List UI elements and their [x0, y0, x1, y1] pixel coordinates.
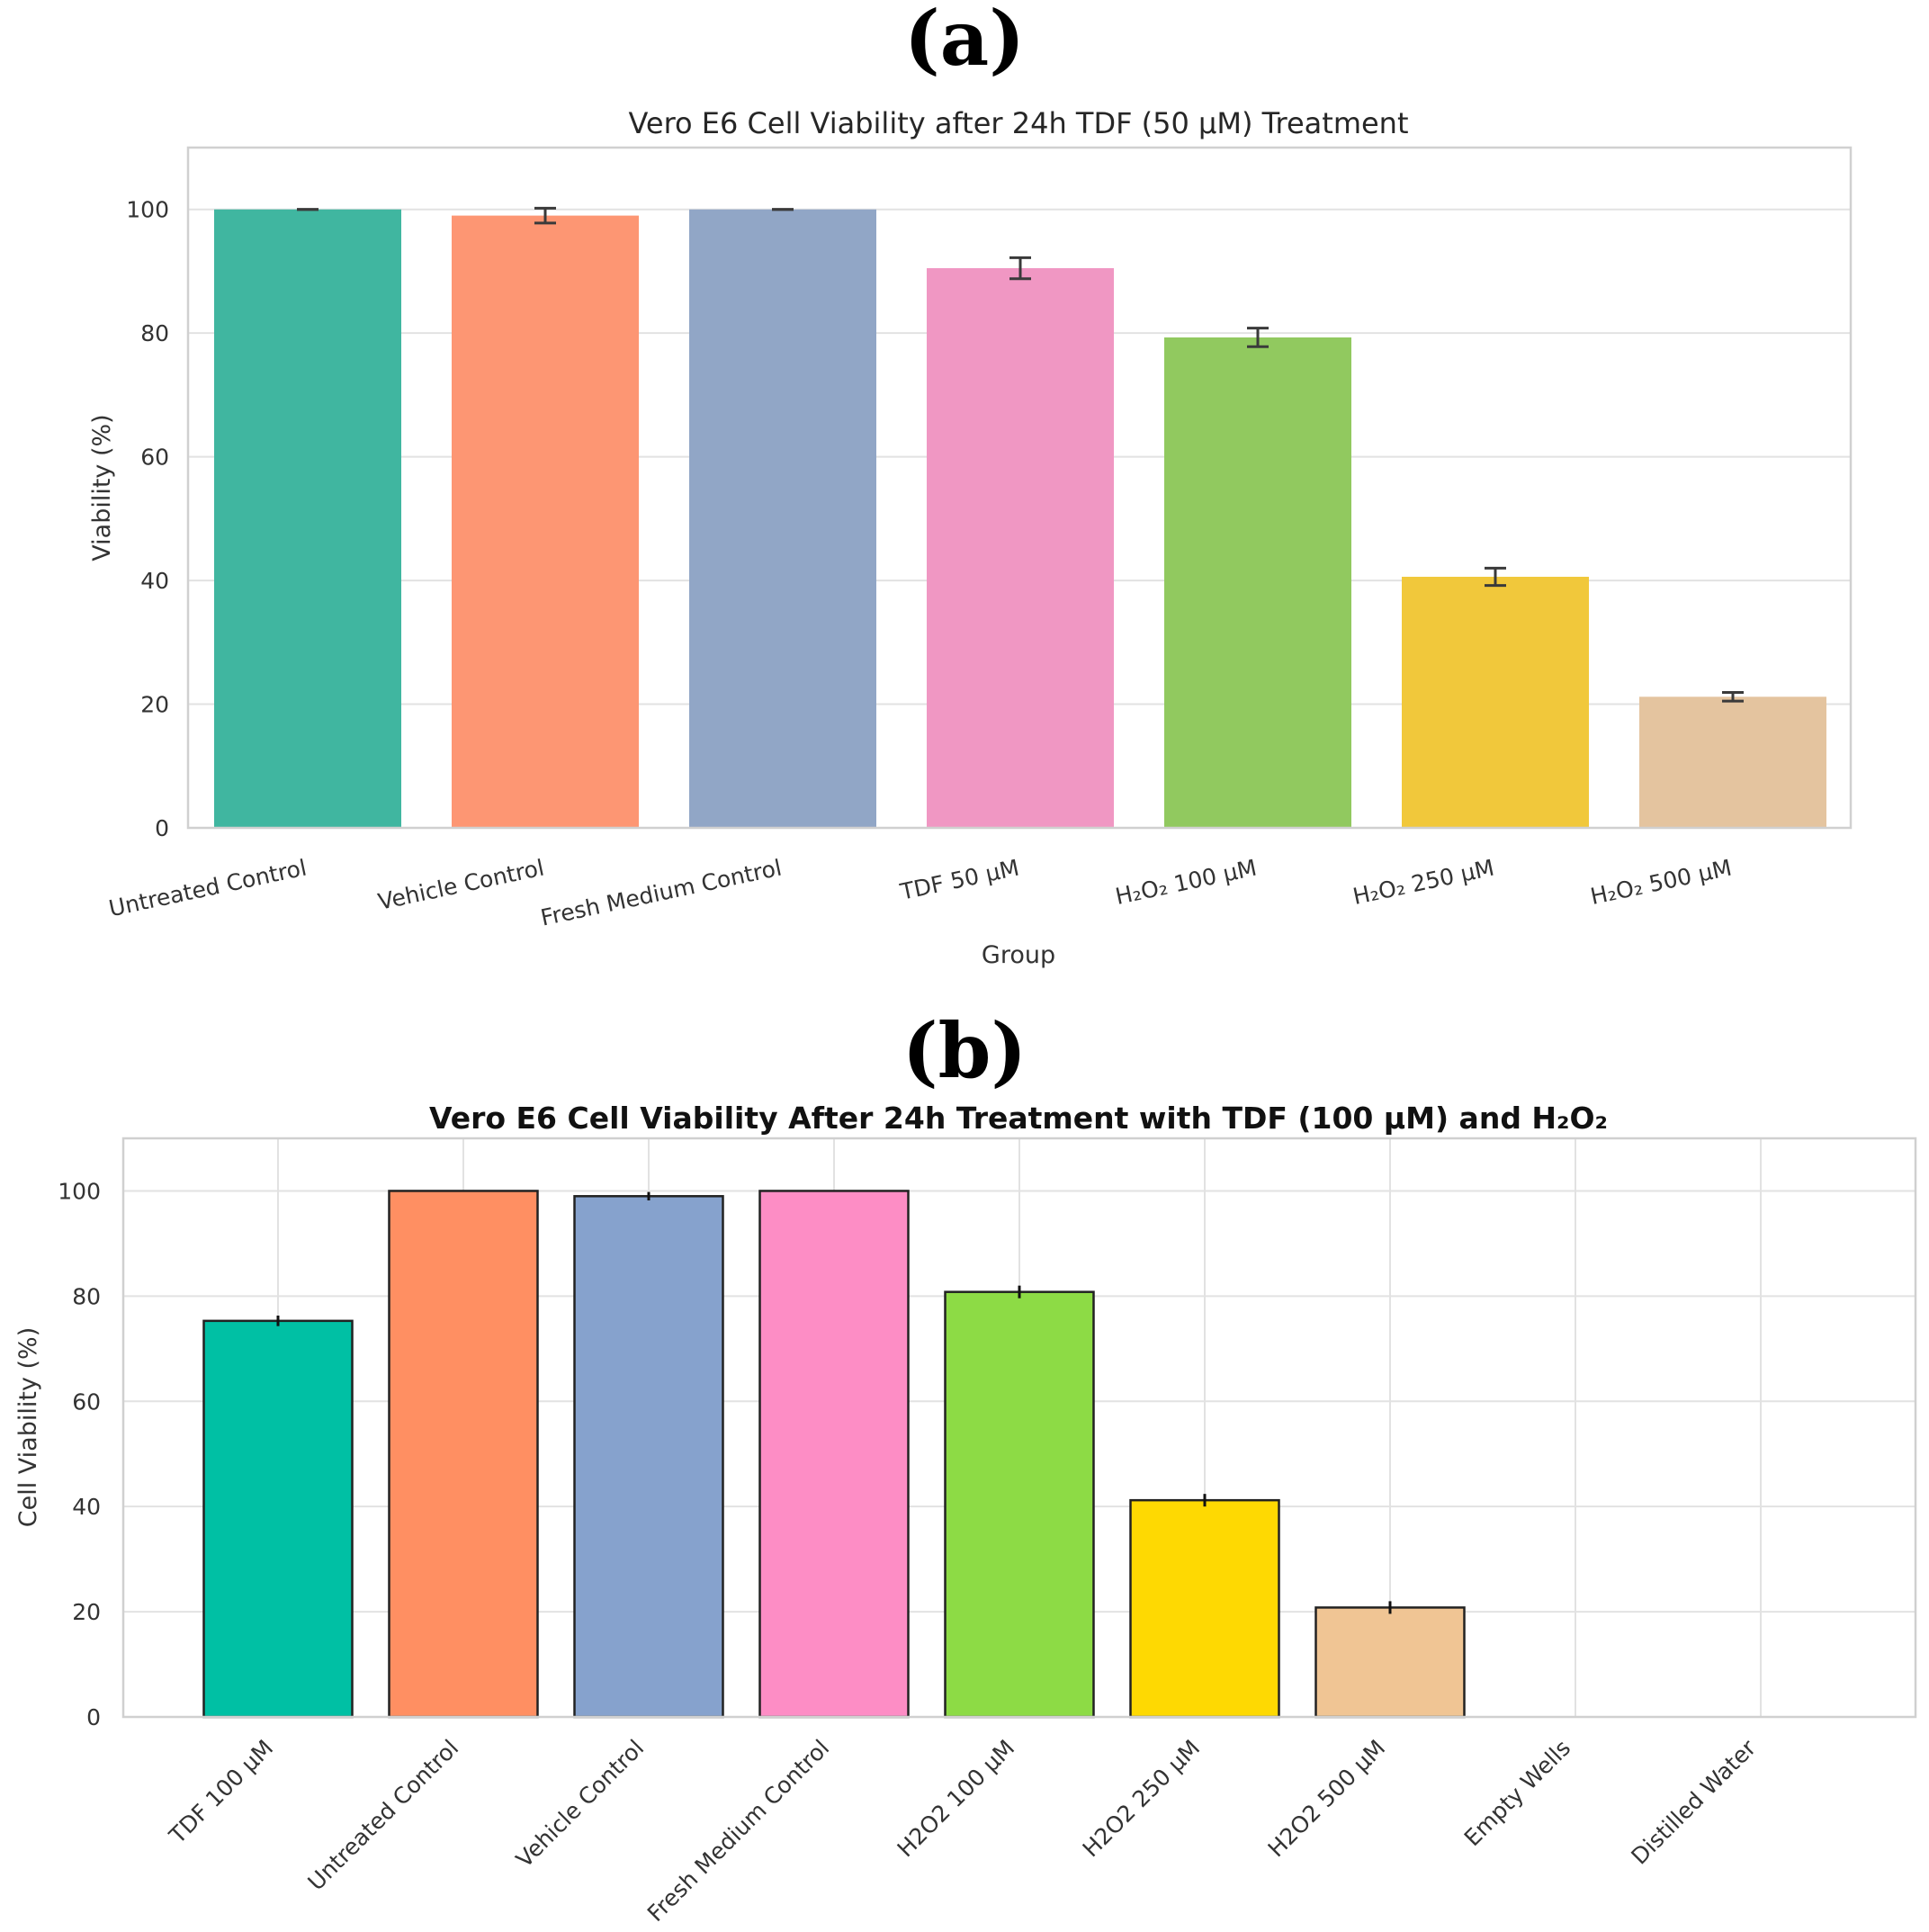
y-tick-label: 100	[58, 1178, 101, 1204]
bar	[1129, 1498, 1280, 1719]
bar	[214, 209, 401, 828]
x-tick-label: H₂O₂ 250 µM	[1350, 855, 1496, 911]
y-tick-label: 0	[155, 815, 169, 841]
chart-b-error-bars	[276, 1191, 1392, 1614]
chart-b-plot-frame	[121, 1137, 1917, 1719]
panel-label-b: (b)	[902, 1006, 1027, 1095]
panel-a: (a) Vero E6 Cell Viability after 24h TDF…	[88, 0, 1853, 969]
x-tick-label: H₂O₂ 500 µM	[1588, 855, 1734, 911]
y-tick-label: 0	[86, 1704, 101, 1730]
bar	[1164, 337, 1351, 828]
chart-a-bars	[214, 209, 1826, 829]
x-tick-label: Vehicle Control	[511, 1735, 649, 1873]
bar	[1314, 1606, 1466, 1719]
x-tick-label: TDF 50 µM	[897, 855, 1021, 905]
y-tick-label: 40	[72, 1494, 101, 1520]
chart-b-title: Vero E6 Cell Viability After 24h Treatme…	[429, 1101, 1608, 1136]
x-tick-label: Empty Wells	[1459, 1735, 1575, 1851]
chart-b-bars	[202, 1190, 1466, 1719]
bar	[1639, 696, 1826, 828]
x-tick-label: H2O2 100 µM	[893, 1735, 1020, 1863]
y-tick-label: 80	[140, 320, 169, 346]
x-tick-label: Untreated Control	[106, 855, 309, 922]
chart-b-x-ticks: TDF 100 µM Untreated Control Vehicle Contr…	[164, 1734, 1762, 1927]
chart-b-y-ticks: 0 20 40 60 80 100	[58, 1178, 101, 1730]
x-tick-label: H2O2 250 µM	[1078, 1735, 1206, 1863]
chart-a-error-bars	[297, 206, 1744, 703]
y-tick-label: 60	[140, 445, 169, 471]
y-tick-label: 20	[140, 692, 169, 718]
bar	[202, 1319, 354, 1719]
y-tick-label: 60	[72, 1388, 101, 1415]
panel-label-a: (a)	[904, 0, 1025, 83]
bar	[388, 1190, 539, 1719]
bar	[689, 209, 876, 828]
bar	[1402, 576, 1589, 828]
bar	[927, 268, 1114, 828]
x-tick-label: H₂O₂ 100 µM	[1113, 855, 1259, 911]
chart-a-y-axis-label: Viability (%)	[88, 414, 116, 561]
x-tick-label: Fresh Medium Control	[538, 855, 784, 931]
bar	[573, 1195, 724, 1719]
x-tick-label: Distilled Water	[1626, 1734, 1761, 1869]
x-tick-label: Untreated Control	[303, 1735, 464, 1896]
x-tick-label: TDF 100 µM	[164, 1735, 278, 1849]
bar	[758, 1190, 910, 1719]
y-tick-label: 20	[72, 1599, 101, 1625]
x-tick-label: Fresh Medium Control	[642, 1735, 834, 1927]
chart-a-plot-frame	[186, 146, 1853, 830]
chart-a-x-axis-label: Group	[982, 941, 1055, 969]
y-tick-label: 40	[140, 568, 169, 594]
bar	[944, 1290, 1095, 1719]
x-tick-label: H2O2 500 µM	[1263, 1735, 1391, 1863]
chart-b-y-axis-label: Cell Viability (%)	[14, 1327, 42, 1528]
chart-a-title: Vero E6 Cell Viability after 24h TDF (50…	[629, 106, 1409, 140]
y-tick-label: 80	[72, 1283, 101, 1309]
y-tick-label: 100	[126, 197, 169, 223]
chart-a-y-ticks: 0 20 40 60 80 100	[126, 197, 169, 841]
panel-b: (b) Vero E6 Cell Viability After 24h Tre…	[14, 1006, 1917, 1927]
bar	[452, 215, 639, 829]
x-tick-label: Vehicle Control	[376, 855, 547, 915]
